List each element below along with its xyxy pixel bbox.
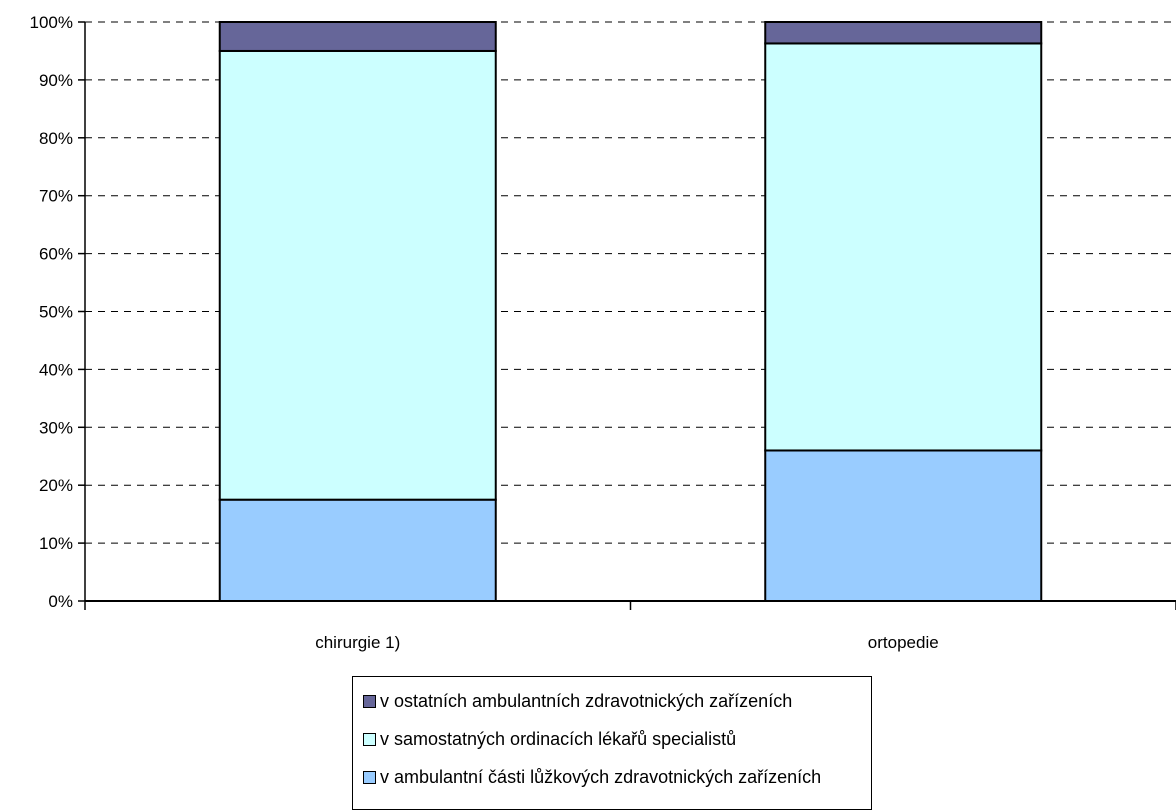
- bar-segment: [218, 498, 497, 602]
- y-tick-label: 50%: [39, 303, 73, 322]
- legend-item: v ostatních ambulantních zdravotnických …: [363, 690, 792, 712]
- x-tick-label: ortopedie: [868, 633, 939, 652]
- bar-segment: [764, 449, 1043, 602]
- bar-segment: [218, 49, 497, 501]
- bar-segment: [764, 42, 1043, 452]
- legend-swatch: [363, 732, 376, 746]
- axes: [78, 21, 1176, 610]
- bar-segment: [764, 21, 1043, 45]
- y-tick-label: 60%: [39, 245, 73, 264]
- y-tick-label: 30%: [39, 418, 73, 437]
- legend-label: v ambulantní části lůžkových zdravotnick…: [380, 766, 822, 787]
- x-tick-labels: chirurgie 1) ortopedie: [315, 633, 938, 652]
- stacked-bar-chart: 0% 10% 20% 30% 40% 50% 60% 70% 80% 90% 100% chirur…: [30, 13, 1176, 652]
- y-tick-labels: 0% 10% 20% 30% 40% 50% 60% 70% 80% 90% 100%: [30, 13, 73, 611]
- legend: v ostatních ambulantních zdravotnických …: [352, 676, 872, 810]
- y-tick-label: 90%: [39, 71, 73, 90]
- y-tick-label: 20%: [39, 476, 73, 495]
- legend-swatch: [363, 770, 376, 784]
- y-tick-label: 10%: [39, 534, 73, 553]
- y-tick-label: 40%: [39, 360, 73, 379]
- y-tick-label: 70%: [39, 187, 73, 206]
- bars: [218, 21, 1043, 602]
- y-tick-label: 100%: [30, 13, 73, 32]
- x-tick-label: chirurgie 1): [315, 633, 400, 652]
- bar-segment: [218, 21, 497, 52]
- y-tick-label: 0%: [48, 592, 73, 611]
- legend-swatch: [363, 694, 376, 708]
- legend-item: v samostatných ordinacích lékařů special…: [363, 728, 736, 750]
- legend-label: v ostatních ambulantních zdravotnických …: [380, 690, 793, 711]
- legend-item: v ambulantní části lůžkových zdravotnick…: [363, 766, 821, 788]
- y-tick-label: 80%: [39, 129, 73, 148]
- legend-label: v samostatných ordinacích lékařů special…: [380, 728, 737, 749]
